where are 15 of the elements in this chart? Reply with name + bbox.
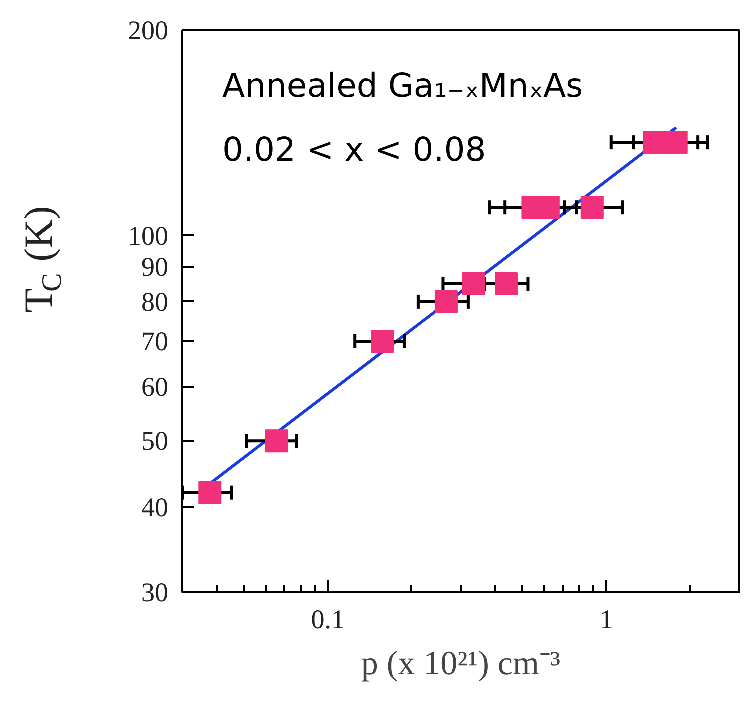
x-tick-label: 1: [600, 604, 614, 634]
x-tick-label: 0.1: [311, 604, 345, 634]
y-tick-label: 40: [142, 492, 168, 522]
y-tick-label: 200: [128, 16, 168, 46]
y-axis-title: TC (K): [16, 206, 68, 313]
annotation: Annealed Ga₁₋ₓMnₓAs: [222, 66, 584, 105]
annotation: 0.02 < x < 0.08: [222, 130, 486, 169]
y-tick-label: 70: [142, 326, 168, 356]
y-tick-label: 60: [142, 372, 168, 402]
y-tick-label: 80: [142, 286, 168, 317]
y-tick-label: 90: [142, 252, 168, 282]
y-tick-label: 100: [128, 220, 168, 251]
y-tick-label: 30: [142, 578, 168, 608]
y-tick-label: 50: [142, 426, 168, 456]
x-axis-title: p (x 10²¹) cm⁻³: [361, 646, 561, 682]
